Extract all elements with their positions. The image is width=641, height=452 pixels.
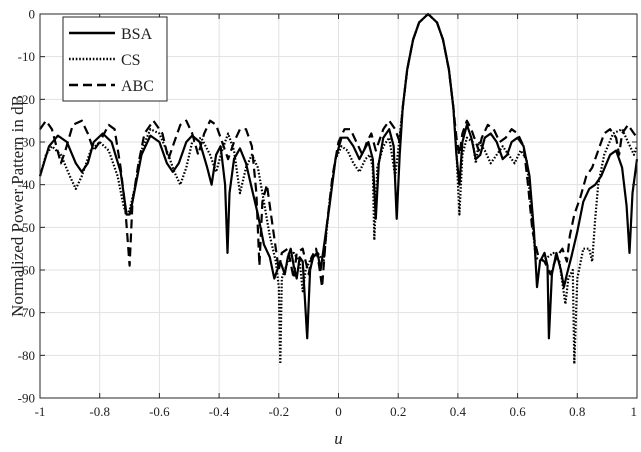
x-tick-label: 0.2 (390, 404, 406, 419)
legend: BSA CS ABC (62, 16, 168, 102)
series-line-cs (38, 12, 639, 365)
y-tick-label: -90 (18, 391, 35, 406)
y-tick-label: -50 (18, 220, 35, 235)
x-tick-label: -0.4 (209, 404, 230, 419)
legend-label-cs: CS (121, 52, 141, 69)
series-lines (38, 12, 639, 365)
x-tick-label: -0.8 (89, 404, 110, 419)
x-tick-label: 0.6 (509, 404, 526, 419)
y-tick-labels: 0 -10 -20 -30 -40 -50 -60 -70 -80 -90 (18, 7, 35, 406)
y-tick-label: -10 (18, 49, 35, 64)
x-tick-label: 1 (631, 404, 638, 419)
y-tick-label: -60 (18, 263, 35, 278)
x-tick-label: 0.4 (450, 404, 467, 419)
y-tick-label: -20 (18, 92, 35, 107)
axis-ticks (39, 13, 638, 399)
legend-label-abc: ABC (121, 78, 154, 95)
legend-box (62, 16, 168, 102)
x-tick-label: -1 (35, 404, 46, 419)
x-tick-label: -0.6 (149, 404, 170, 419)
x-tick-label: -0.2 (269, 404, 290, 419)
x-axis-label: u (334, 429, 343, 447)
y-axis-label: Normalized Power Pattern in dB (8, 95, 27, 317)
x-tick-label: 0.8 (569, 404, 585, 419)
y-tick-label: -30 (18, 135, 35, 150)
series-line-abc (39, 12, 638, 289)
y-tick-label: -80 (18, 348, 35, 363)
y-tick-label: 0 (29, 7, 36, 22)
x-tick-label: 0 (335, 404, 342, 419)
x-tick-labels: -1 -0.8 -0.6 -0.4 -0.2 0 0.2 0.4 0.6 0.8 1 (35, 404, 637, 419)
y-tick-label: -40 (18, 177, 35, 192)
legend-label-bsa: BSA (121, 26, 153, 43)
y-tick-label: -70 (18, 305, 35, 320)
